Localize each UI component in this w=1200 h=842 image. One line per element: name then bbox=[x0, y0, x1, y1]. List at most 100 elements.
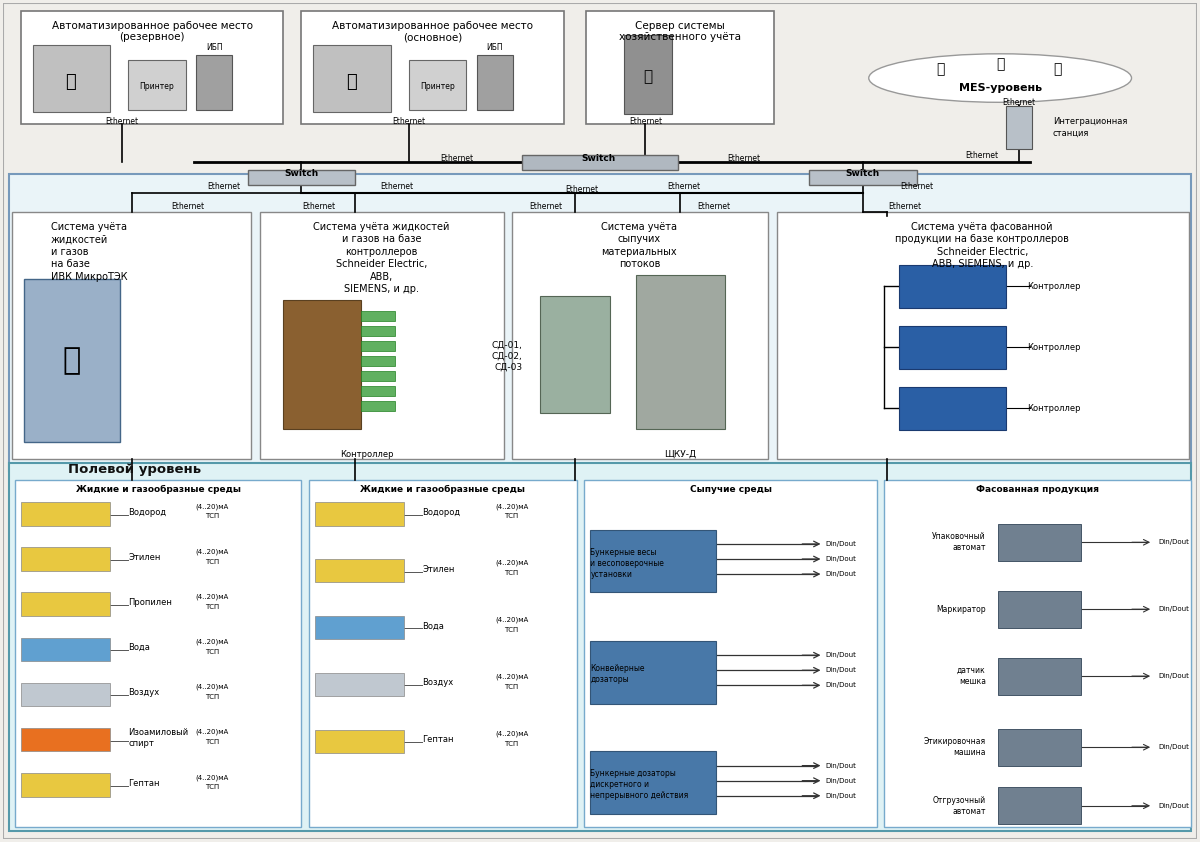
Bar bbox=[997, 787, 1081, 824]
Bar bbox=[32, 45, 110, 111]
Bar bbox=[636, 274, 726, 429]
Bar bbox=[361, 341, 395, 351]
Bar bbox=[624, 35, 672, 114]
Text: Din/Dout: Din/Dout bbox=[826, 778, 857, 784]
Text: датчик
мешка: датчик мешка bbox=[958, 666, 986, 686]
Text: ТСП: ТСП bbox=[504, 684, 518, 690]
Text: ТСП: ТСП bbox=[205, 785, 218, 791]
Text: Система учёта фасованной
продукции на базе контроллеров
Schneider Electric,
ABB,: Система учёта фасованной продукции на ба… bbox=[895, 222, 1069, 269]
Text: (4..20)мА: (4..20)мА bbox=[196, 638, 228, 645]
Text: Этикировочная
машина: Этикировочная машина bbox=[924, 737, 986, 757]
Bar bbox=[809, 170, 917, 185]
Text: (4..20)мА: (4..20)мА bbox=[196, 729, 228, 735]
Text: Switch: Switch bbox=[582, 154, 616, 163]
Text: ТСП: ТСП bbox=[504, 627, 518, 633]
Text: Фасованная продукция: Фасованная продукция bbox=[977, 485, 1099, 494]
Bar bbox=[361, 401, 395, 411]
Text: Ethernet: Ethernet bbox=[380, 183, 414, 191]
Bar bbox=[20, 773, 110, 797]
Text: (резервное): (резервное) bbox=[119, 32, 185, 42]
Bar bbox=[20, 683, 110, 706]
Text: Бункерные дозаторы
дискретного и
непрерывного действия: Бункерные дозаторы дискретного и непреры… bbox=[590, 770, 689, 801]
Text: Ethernet: Ethernet bbox=[392, 117, 426, 126]
Text: Din/Dout: Din/Dout bbox=[826, 763, 857, 769]
Bar bbox=[899, 326, 1006, 369]
Text: Вода: Вода bbox=[422, 621, 444, 631]
Bar bbox=[20, 593, 110, 616]
Text: (4..20)мА: (4..20)мА bbox=[494, 674, 528, 680]
Text: Ethernet: Ethernet bbox=[966, 152, 998, 160]
Text: Гептан: Гептан bbox=[422, 735, 454, 744]
Text: Система учёта
жидкостей
и газов
на базе
ИВК МикроТЭК: Система учёта жидкостей и газов на базе … bbox=[50, 222, 127, 281]
Text: Ethernet: Ethernet bbox=[697, 201, 730, 210]
Bar bbox=[20, 502, 110, 525]
Text: Din/Dout: Din/Dout bbox=[1158, 673, 1189, 679]
Bar bbox=[361, 386, 395, 396]
Text: Упаковочный
автомат: Упаковочный автомат bbox=[932, 532, 986, 552]
Bar bbox=[776, 212, 1189, 459]
Bar bbox=[511, 212, 768, 459]
Text: (4..20)мА: (4..20)мА bbox=[494, 731, 528, 737]
Text: СД-01,
СД-02,
СД-03: СД-01, СД-02, СД-03 bbox=[492, 340, 522, 371]
Text: Водород: Водород bbox=[128, 508, 167, 517]
Text: Ethernet: Ethernet bbox=[440, 154, 473, 163]
Text: 🖥: 🖥 bbox=[1054, 62, 1062, 77]
Text: Маркиратор: Маркиратор bbox=[936, 605, 986, 614]
Text: Din/Dout: Din/Dout bbox=[1158, 744, 1189, 750]
Text: ТСП: ТСП bbox=[205, 649, 218, 655]
Text: Din/Dout: Din/Dout bbox=[1158, 606, 1189, 612]
Text: Пропилен: Пропилен bbox=[128, 598, 172, 607]
Bar bbox=[259, 212, 504, 459]
Text: ТСП: ТСП bbox=[205, 604, 218, 610]
Bar bbox=[476, 56, 512, 109]
Text: Сервер системы: Сервер системы bbox=[635, 21, 725, 31]
Text: ТСП: ТСП bbox=[205, 514, 218, 520]
Text: ИБП: ИБП bbox=[206, 44, 222, 52]
Bar bbox=[247, 170, 355, 185]
Text: Ethernet: Ethernet bbox=[565, 184, 599, 194]
Bar bbox=[540, 296, 610, 413]
Text: Din/Dout: Din/Dout bbox=[826, 682, 857, 688]
Text: Принтер: Принтер bbox=[139, 82, 174, 91]
Text: Жидкие и газообразные среды: Жидкие и газообразные среды bbox=[76, 485, 240, 494]
Bar bbox=[997, 524, 1081, 561]
Bar bbox=[314, 730, 404, 753]
Bar bbox=[8, 174, 1192, 472]
Text: (основное): (основное) bbox=[403, 32, 462, 42]
Bar bbox=[24, 279, 120, 442]
Bar bbox=[997, 591, 1081, 627]
Text: Ethernet: Ethernet bbox=[302, 201, 336, 210]
Text: ТСП: ТСП bbox=[504, 514, 518, 520]
Text: 🖥: 🖥 bbox=[66, 73, 77, 91]
Bar bbox=[361, 311, 395, 321]
Bar bbox=[997, 658, 1081, 695]
Text: Ethernet: Ethernet bbox=[172, 201, 204, 210]
Text: (4..20)мА: (4..20)мА bbox=[494, 560, 528, 567]
Text: Водород: Водород bbox=[422, 508, 460, 517]
Text: (4..20)мА: (4..20)мА bbox=[494, 617, 528, 623]
Bar bbox=[1006, 105, 1032, 149]
Bar bbox=[308, 480, 577, 827]
Text: Ethernet: Ethernet bbox=[529, 201, 563, 210]
Bar bbox=[128, 60, 186, 109]
Text: Автоматизированное рабочее место: Автоматизированное рабочее место bbox=[52, 21, 252, 31]
Text: Интеграционная
станция: Интеграционная станция bbox=[1052, 117, 1127, 137]
Text: Бункерные весы
и весоповерочные
установки: Бункерные весы и весоповерочные установк… bbox=[590, 547, 665, 578]
Bar bbox=[314, 616, 404, 639]
Bar bbox=[20, 11, 283, 124]
Text: Контроллер: Контроллер bbox=[1027, 404, 1081, 413]
Text: Din/Dout: Din/Dout bbox=[826, 571, 857, 577]
Bar bbox=[899, 264, 1006, 308]
Ellipse shape bbox=[869, 54, 1132, 103]
Text: Отгрузочный
автомат: Отгрузочный автомат bbox=[932, 796, 986, 816]
Bar bbox=[8, 463, 1192, 831]
Text: хозяйственного учёта: хозяйственного учёта bbox=[619, 32, 742, 42]
Text: Воздух: Воздух bbox=[422, 679, 454, 687]
Text: ИБП: ИБП bbox=[486, 44, 503, 52]
Text: Контроллер: Контроллер bbox=[1027, 282, 1081, 290]
Text: Гептан: Гептан bbox=[128, 779, 160, 787]
Bar bbox=[997, 729, 1081, 765]
Text: 🖥: 🖥 bbox=[936, 62, 944, 77]
Bar bbox=[314, 559, 404, 583]
Bar bbox=[20, 728, 110, 751]
